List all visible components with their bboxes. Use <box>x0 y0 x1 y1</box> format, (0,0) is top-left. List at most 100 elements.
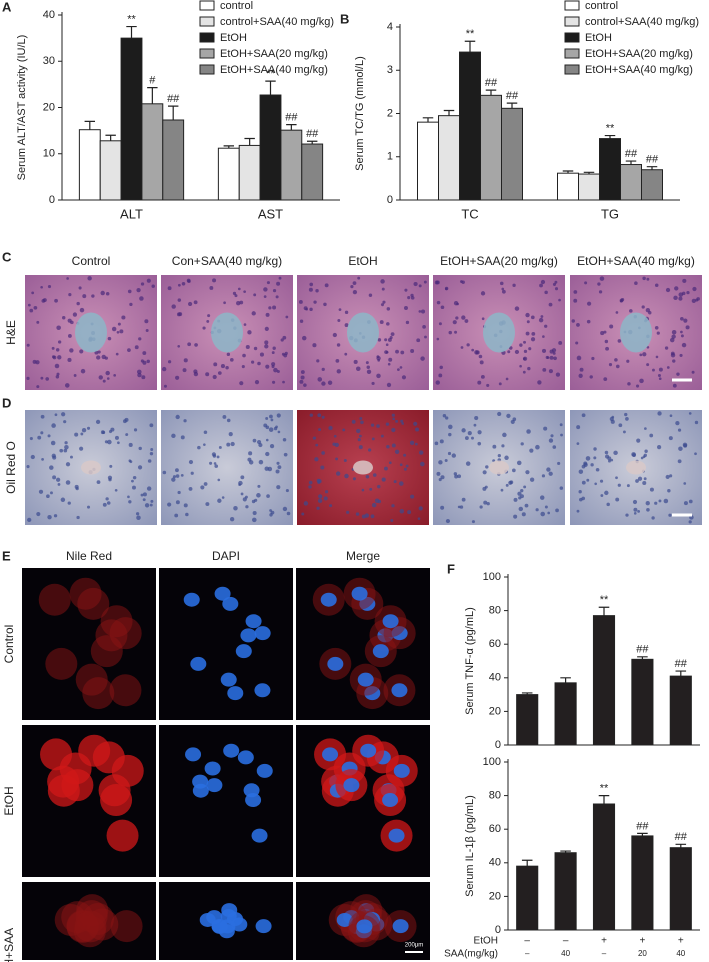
nucleus <box>505 483 509 487</box>
nucleus <box>213 462 217 465</box>
nucleus <box>134 345 139 350</box>
nucleus <box>467 431 472 436</box>
nucleus <box>186 278 191 283</box>
nucleus <box>560 433 563 437</box>
nucleus <box>105 291 110 296</box>
nucleus <box>91 294 95 298</box>
nucleus <box>60 497 66 503</box>
nucleus <box>142 492 147 497</box>
y-tick-label: 0 <box>495 739 501 751</box>
nucleus <box>505 377 509 381</box>
nucleus <box>217 478 221 482</box>
nucleus <box>377 338 382 342</box>
nucleus <box>257 484 261 488</box>
nucleus <box>387 337 392 342</box>
nucleus <box>38 489 44 494</box>
nucleus <box>681 342 687 348</box>
nucleus <box>512 283 516 287</box>
nucleus <box>540 511 546 517</box>
panel-letter: B <box>340 11 349 26</box>
nucleus <box>675 420 680 426</box>
treatment-value: 40 <box>561 949 570 958</box>
nucleus <box>504 455 509 460</box>
nucleus <box>251 828 268 843</box>
nucleus <box>639 353 643 357</box>
nucleus <box>247 330 252 335</box>
nucleus <box>253 293 257 297</box>
nucleus <box>546 356 550 359</box>
nucleus <box>573 298 578 303</box>
nucleus <box>252 511 257 516</box>
significance-label: ## <box>167 93 180 105</box>
cytoplasm <box>100 784 133 817</box>
nucleus <box>57 340 62 344</box>
nucleus <box>578 373 583 378</box>
nucleus <box>471 436 474 440</box>
fluorescence-image <box>22 882 156 960</box>
nucleus <box>637 476 643 481</box>
nucleus <box>353 359 358 365</box>
nucleus <box>54 413 58 417</box>
nucleus <box>300 370 305 375</box>
nucleus <box>694 420 699 425</box>
nucleus <box>668 436 673 441</box>
nucleus <box>141 375 146 380</box>
nucleus <box>477 380 482 385</box>
bar <box>78 129 101 201</box>
cytoplasm <box>75 663 108 696</box>
nucleus <box>327 380 333 385</box>
nucleus <box>576 442 580 445</box>
nucleus <box>172 475 177 479</box>
nucleus <box>78 286 82 290</box>
nucleus <box>605 346 610 351</box>
nucleus <box>315 289 319 293</box>
nucleus <box>358 445 363 450</box>
nucleus <box>225 365 229 370</box>
nucleus <box>320 592 337 607</box>
bar <box>162 119 185 201</box>
nucleus <box>277 465 282 470</box>
nucleus <box>336 369 341 374</box>
significance-label: ## <box>636 644 649 656</box>
nucleus <box>636 438 641 443</box>
nucleus <box>300 375 305 380</box>
nucleus <box>439 365 443 370</box>
legend-swatch <box>199 0 215 11</box>
legend-label: EtOH+SAA(20 mg/kg) <box>585 48 693 60</box>
nucleus <box>392 919 409 934</box>
nucleus <box>132 485 136 490</box>
nucleus <box>544 505 548 509</box>
nucleus <box>617 339 622 343</box>
nucleus <box>678 296 683 301</box>
nucleus <box>525 331 530 336</box>
nucleus <box>70 320 74 325</box>
error-bar <box>560 677 571 683</box>
nucleus <box>263 423 268 428</box>
nucleus <box>355 366 361 372</box>
nucleus <box>108 478 112 482</box>
nucleus <box>410 296 415 300</box>
nucleus <box>37 435 42 440</box>
nucleus <box>448 424 453 430</box>
nucleus <box>336 471 341 476</box>
nucleus <box>641 305 645 309</box>
nucleus <box>655 355 659 359</box>
nucleus <box>558 298 561 302</box>
nucleus <box>56 372 60 376</box>
significance-label: ## <box>306 128 319 140</box>
nucleus <box>177 344 181 348</box>
nucleus <box>183 503 188 508</box>
nucleus <box>316 506 320 510</box>
row-label: Oil Red O <box>4 441 18 494</box>
nucleus <box>144 319 149 324</box>
nucleus <box>87 505 91 509</box>
micrograph <box>25 410 157 525</box>
nucleus <box>558 341 563 345</box>
nucleus <box>380 279 385 284</box>
nucleus <box>223 301 226 305</box>
nucleus <box>167 286 172 291</box>
nucleus <box>69 348 74 353</box>
cytoplasm <box>61 769 94 802</box>
nucleus <box>384 466 388 471</box>
nucleus <box>448 330 453 335</box>
